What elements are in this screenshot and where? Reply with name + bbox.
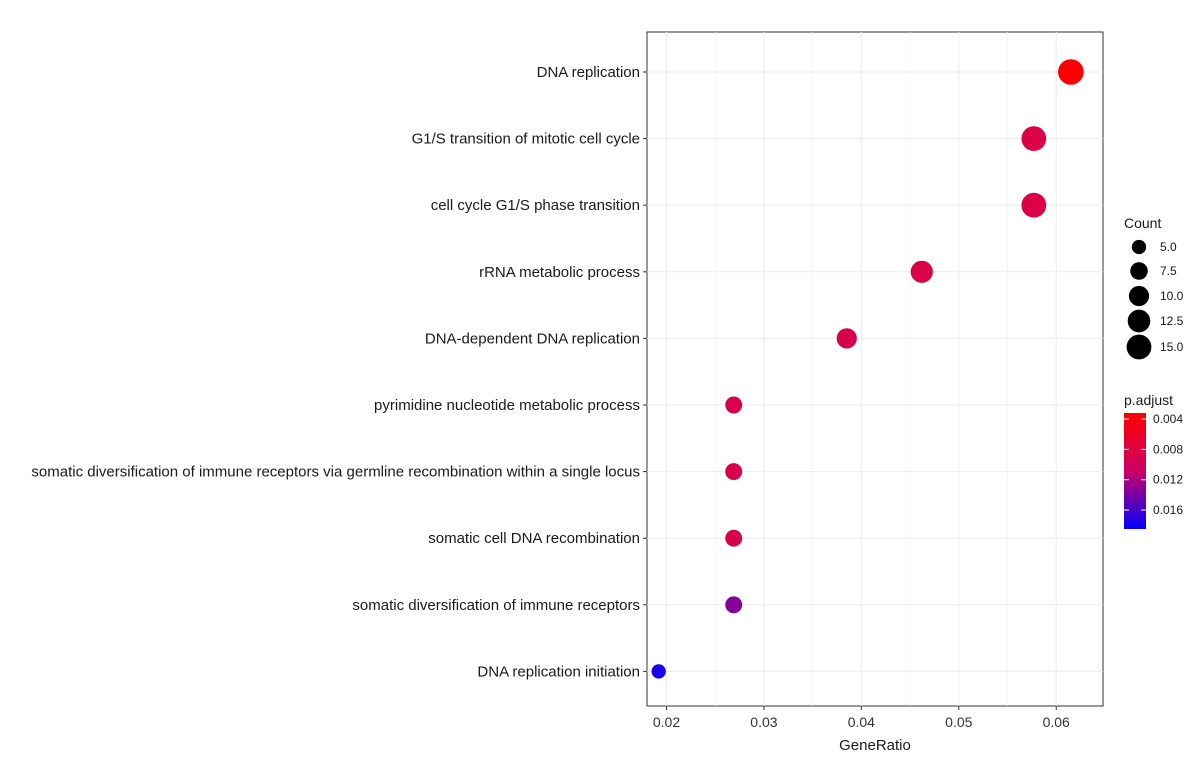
- category-label: somatic diversification of immune recept…: [352, 597, 640, 614]
- data-point: [651, 664, 666, 679]
- x-axis-title: GeneRatio: [839, 737, 911, 754]
- data-point: [1021, 126, 1047, 151]
- category-label: somatic cell DNA recombination: [428, 530, 640, 547]
- count-legend-key: [1131, 239, 1147, 255]
- category-label: pyrimidine nucleotide metabolic process: [374, 397, 640, 414]
- category-label: DNA replication: [537, 64, 640, 81]
- x-tick-label: 0.02: [653, 714, 680, 730]
- p-adjust-label: 0.016: [1153, 503, 1183, 517]
- category-label: G1/S transition of mitotic cell cycle: [412, 131, 640, 148]
- p-adjust-legend-title: p.adjust: [1124, 392, 1173, 408]
- x-tick-label: 0.05: [945, 714, 972, 730]
- p-adjust-legend: p.adjust 0.004 0.008 0.012 0.016: [1124, 392, 1183, 529]
- p-adjust-colorbar: [1124, 413, 1146, 529]
- count-legend-label: 12.5: [1160, 314, 1184, 328]
- y-axis-labels: DNA replication G1/S transition of mitoti…: [31, 64, 647, 680]
- count-legend-key: [1128, 285, 1150, 307]
- x-tick-label: 0.03: [750, 714, 777, 730]
- data-point: [910, 260, 933, 283]
- p-adjust-label: 0.004: [1153, 412, 1183, 426]
- x-tick-label: 0.04: [848, 714, 875, 730]
- grid-lines: [647, 32, 1103, 706]
- count-legend-label: 7.5: [1160, 264, 1177, 278]
- data-point: [725, 529, 743, 547]
- category-label: cell cycle G1/S phase transition: [431, 197, 640, 214]
- count-legend-label: 10.0: [1160, 289, 1184, 303]
- category-label: somatic diversification of immune recept…: [31, 464, 640, 481]
- count-legend-title: Count: [1124, 215, 1161, 231]
- data-point: [836, 328, 857, 349]
- x-axis: 0.02 0.03 0.04 0.05 0.06: [653, 706, 1070, 730]
- count-legend-key: [1130, 262, 1148, 280]
- data-point: [725, 463, 743, 481]
- count-legend: Count 5.0 7.5 10.0 12.5 15.0: [1124, 215, 1184, 360]
- data-point: [725, 596, 743, 614]
- count-legend-key: [1126, 334, 1152, 360]
- p-adjust-label: 0.008: [1153, 442, 1183, 456]
- count-legend-label: 5.0: [1160, 240, 1177, 254]
- x-tick-label: 0.06: [1043, 714, 1070, 730]
- data-point: [1058, 59, 1084, 85]
- category-label: DNA replication initiation: [477, 663, 640, 680]
- category-label: rRNA metabolic process: [479, 264, 640, 281]
- count-legend-label: 15.0: [1160, 340, 1184, 354]
- data-points: [651, 59, 1084, 679]
- p-adjust-label: 0.012: [1153, 473, 1183, 487]
- count-legend-key: [1127, 309, 1151, 333]
- category-label: DNA-dependent DNA replication: [425, 330, 640, 347]
- data-point: [1021, 192, 1047, 218]
- data-point: [725, 396, 743, 414]
